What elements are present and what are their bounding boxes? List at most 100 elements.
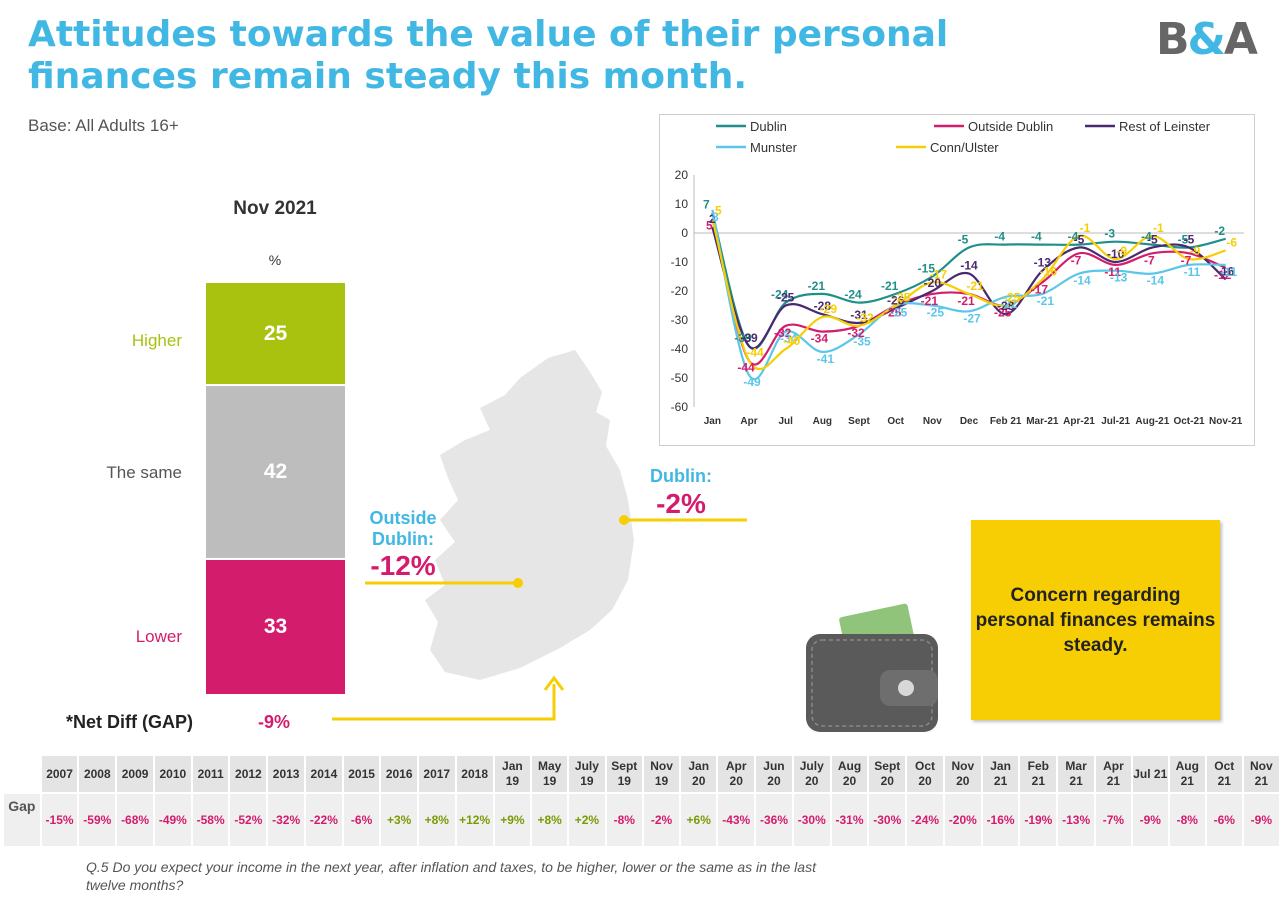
gap-period-header: July 20 <box>793 756 830 792</box>
data-label: 5 <box>706 219 713 233</box>
gap-value-cell: -16% <box>982 794 1019 846</box>
gap-period-header: 2011 <box>192 756 229 792</box>
x-tick-label: Oct <box>887 416 904 427</box>
data-label: -26 <box>887 293 905 307</box>
gap-period-header: Sept 19 <box>606 756 643 792</box>
gap-value-cell: -2% <box>644 794 680 846</box>
page-title: Attitudes towards the value of their per… <box>28 14 949 97</box>
gap-value-cell: +8% <box>532 794 568 846</box>
outside-dublin-value: -12% <box>370 550 436 581</box>
series-line-1 <box>711 218 1227 366</box>
data-label: -7 <box>1144 253 1155 267</box>
dublin-label: Dublin: <box>650 466 712 486</box>
data-label: -5 <box>1184 233 1195 247</box>
data-label: -21 <box>881 279 899 293</box>
data-label: -25 <box>777 291 795 305</box>
x-tick-label: Oct-21 <box>1173 416 1205 427</box>
data-label: -17 <box>930 267 948 281</box>
base-text: Base: All Adults 16+ <box>28 116 179 135</box>
gap-value-cell: -31% <box>831 794 868 846</box>
x-tick-label: Jul-21 <box>1101 416 1130 427</box>
gap-period-header: Jan 19 <box>494 756 530 792</box>
y-tick-label: 0 <box>681 226 688 240</box>
gap-value-cell: -30% <box>869 794 906 846</box>
footnote: Q.5 Do you expect your income in the nex… <box>86 859 816 893</box>
gap-period-header: 2016 <box>381 756 417 792</box>
series-line-2 <box>711 226 1227 350</box>
gap-period-header: Jan 20 <box>681 756 717 792</box>
gap-value-cell: -13% <box>1058 794 1094 846</box>
data-label: -7 <box>1071 253 1082 267</box>
dublin-dot <box>619 515 629 525</box>
outside-dublin-label: Outside Dublin: <box>369 508 437 549</box>
data-label: -14 <box>960 259 978 273</box>
gap-value-cell: -30% <box>793 794 830 846</box>
gap-period-header: 2013 <box>268 756 305 792</box>
x-tick-label: Apr-21 <box>1063 416 1095 427</box>
x-tick-label: Nov-21 <box>1209 416 1243 427</box>
y-tick-label: -20 <box>671 284 689 298</box>
gap-value-cell: -24% <box>907 794 943 846</box>
gap-value-cell: +3% <box>381 794 417 846</box>
gap-period-header: Jul 21 <box>1132 756 1168 792</box>
data-label: -16 <box>1040 264 1058 278</box>
data-label: -15 <box>918 262 936 276</box>
x-tick-label: Feb 21 <box>990 416 1022 427</box>
data-label: -1 <box>1153 221 1164 235</box>
gap-period-header: 2010 <box>154 756 191 792</box>
net-diff-value: -9% <box>258 712 291 732</box>
line-chart: 20 10 0 -10 -20 -30 -40 -50 -60 Jan Apr Jul Aug Sept O… <box>671 119 1244 427</box>
concern-box: Concern regarding personal finances rema… <box>971 520 1220 720</box>
data-label: -3 <box>1104 227 1115 241</box>
x-tick-label: Nov <box>923 416 942 427</box>
data-label: -4 <box>1141 230 1152 244</box>
data-label: 8 <box>712 210 719 224</box>
gap-period-header: Feb 21 <box>1020 756 1057 792</box>
data-label: -44 <box>737 361 755 375</box>
gap-value-cell: -20% <box>944 794 981 846</box>
legend-label: Dublin <box>750 119 787 134</box>
data-label: -11 <box>1220 265 1237 279</box>
data-label: -27 <box>963 311 981 325</box>
outside-dublin-dot <box>513 578 523 588</box>
gap-table: 2007 2008 2009 2010 2011 2012 2013 2014 2015 2016… <box>2 754 1281 848</box>
data-label: -5 <box>958 233 969 247</box>
data-label: -21 <box>957 294 975 308</box>
segment-lower-label: Lower <box>135 627 182 646</box>
gap-period-header: 2008 <box>79 756 116 792</box>
segment-same: 42 <box>206 386 345 558</box>
data-label: -34 <box>811 332 829 346</box>
arrow-net-diff <box>332 684 556 721</box>
gap-value-cell: -19% <box>1020 794 1057 846</box>
gap-period-header: Aug 20 <box>831 756 868 792</box>
ireland-map-shape <box>425 350 634 680</box>
series-line-3 <box>711 209 1226 381</box>
data-label: -21 <box>808 279 826 293</box>
y-tick-label: -10 <box>671 255 689 269</box>
data-label: -35 <box>853 335 871 349</box>
series-line-0 <box>711 212 1226 350</box>
data-label: -1 <box>1080 221 1091 235</box>
stack-period: Nov 2021 <box>233 198 317 219</box>
gap-value-cell: -68% <box>117 794 153 846</box>
data-label: -21 <box>1037 294 1055 308</box>
gap-value-cell: +9% <box>494 794 530 846</box>
gap-value-cell: +6% <box>681 794 717 846</box>
data-label: -29 <box>820 302 838 316</box>
data-label: -11 <box>1104 265 1121 279</box>
segment-higher-label: Higher <box>131 331 182 350</box>
gap-period-header: July 19 <box>569 756 605 792</box>
gap-period-header: Oct 21 <box>1206 756 1242 792</box>
x-tick-label: Jan <box>704 416 721 427</box>
data-label: -11 <box>1184 265 1201 279</box>
legend-label: Outside Dublin <box>968 119 1053 134</box>
data-label: -4 <box>994 230 1005 244</box>
gap-period-header: Aug 21 <box>1169 756 1205 792</box>
data-label: -2 <box>1214 224 1225 238</box>
gap-value-cell: -7% <box>1095 794 1131 846</box>
gap-period-header: 2009 <box>117 756 153 792</box>
data-label: -39 <box>740 331 758 345</box>
gap-header-row: 2007 2008 2009 2010 2011 2012 2013 2014 2015 2016… <box>4 756 1279 792</box>
y-tick-label: 10 <box>675 197 689 211</box>
data-label: -25 <box>927 306 945 320</box>
